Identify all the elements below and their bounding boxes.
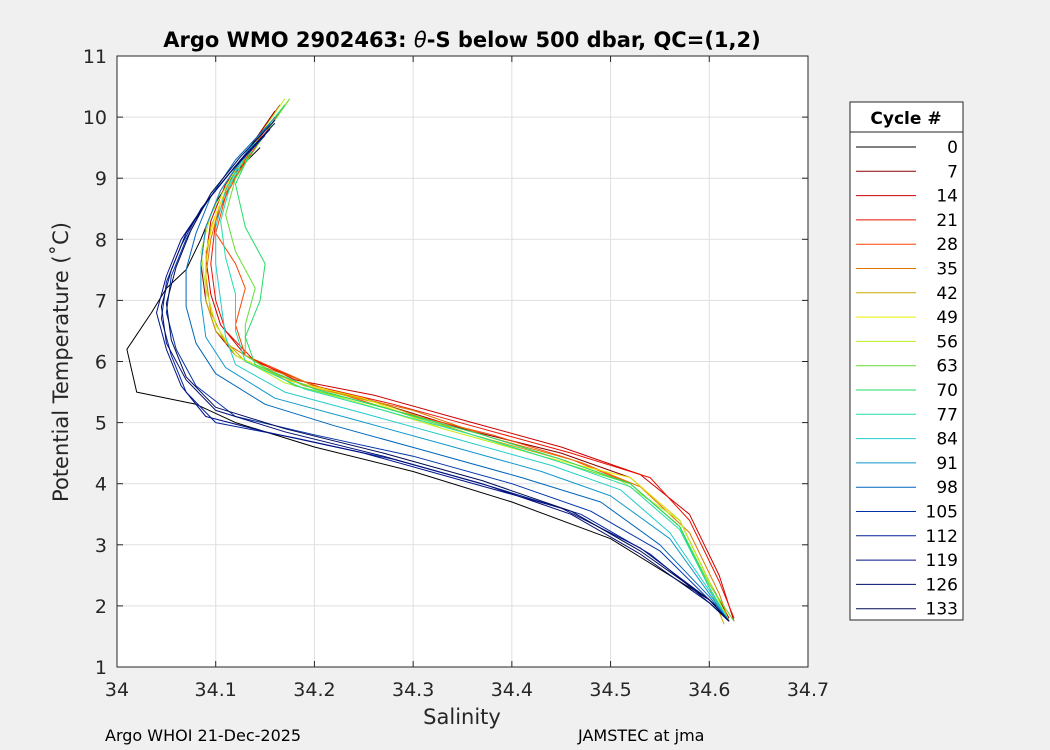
x-tick-label: 34.1 [195,679,237,701]
y-tick-label: 5 [95,413,107,435]
legend-label: 35 [936,260,958,280]
chart-title: Argo WMO 2902463: θ-S below 500 dbar, QC… [163,28,760,52]
y-tick-label: 4 [95,474,107,496]
legend-title: Cycle # [870,109,941,129]
legend-label: 105 [926,503,958,523]
legend-label: 98 [936,478,958,498]
series-line-cycle-35 [205,129,730,622]
series-line-cycle-49 [205,98,730,622]
y-tick-label: 10 [83,107,107,129]
legend-label: 14 [936,187,958,207]
y-tick-label: 2 [95,596,107,618]
legend-label: 63 [936,357,958,377]
series-group [126,98,735,625]
x-tick-label: 34.7 [787,679,829,701]
x-axis-label: Salinity [423,705,501,729]
series-line-cycle-91 [200,116,730,622]
series-line-cycle-133 [165,119,730,622]
footer-right: JAMSTEC at jma [577,726,704,745]
series-line-cycle-84 [215,116,730,622]
legend-label: 42 [936,284,958,304]
legend-label: 84 [936,430,958,450]
x-tick-label: 34.5 [589,679,631,701]
legend-entries: 0 7 14 21 28 35 42 49 56 63 70 77 84 91 98 105 112 119 126… [856,138,958,620]
legend-label: 119 [926,551,958,571]
x-tick-label: 34.4 [491,679,533,701]
legend-label: 112 [926,527,958,547]
legend-label: 49 [936,308,958,328]
x-tick-label: 34 [105,679,129,701]
footer-left: Argo WHOI 21-Dec-2025 [105,726,301,745]
x-tick-label: 34.2 [293,679,335,701]
series-line-cycle-70 [235,104,730,622]
legend-label: 77 [936,405,958,425]
tick-marks [116,55,809,668]
y-tick-label: 6 [95,352,107,374]
y-tick-label: 1 [95,657,107,679]
legend-label: 0 [947,138,958,158]
series-line-cycle-98 [185,122,730,622]
legend: Cycle # 0 7 14 21 28 35 42 49 56 63 70 77 84 91 98 105 1… [849,101,964,621]
chart-title-theta: θ [414,28,427,52]
legend-label: 56 [936,332,958,352]
legend-box [849,101,964,621]
legend-label: 91 [936,454,958,474]
legend-label: 28 [936,235,958,255]
legend-label: 126 [926,575,958,595]
series-line-cycle-126 [160,122,730,622]
y-tick-labels: 1 2 3 4 5 6 7 8 9 10 11 [83,46,107,679]
legend-label: 133 [926,600,958,620]
x-tick-label: 34.3 [392,679,434,701]
y-tick-label: 11 [83,46,107,68]
y-tick-label: 9 [95,168,107,190]
y-tick-label: 7 [95,290,107,312]
legend-label: 70 [936,381,958,401]
x-tick-labels: 34 34.1 34.2 34.3 34.4 34.5 34.6 34.7 [105,679,829,701]
y-tick-label: 3 [95,535,107,557]
legend-label: 7 [947,162,958,182]
y-axis-label: Potential Temperature (˚C) [49,222,73,502]
legend-label: 21 [936,211,958,231]
series-line-cycle-112 [160,135,730,622]
x-tick-label: 34.6 [688,679,730,701]
series-line-cycle-21 [210,104,735,619]
series-line-cycle-77 [220,110,730,622]
y-tick-label: 8 [95,229,107,251]
chart-title-suffix: -S below 500 dbar, QC=(1,2) [427,28,761,52]
chart-title-prefix: Argo WMO 2902463: [163,28,414,52]
